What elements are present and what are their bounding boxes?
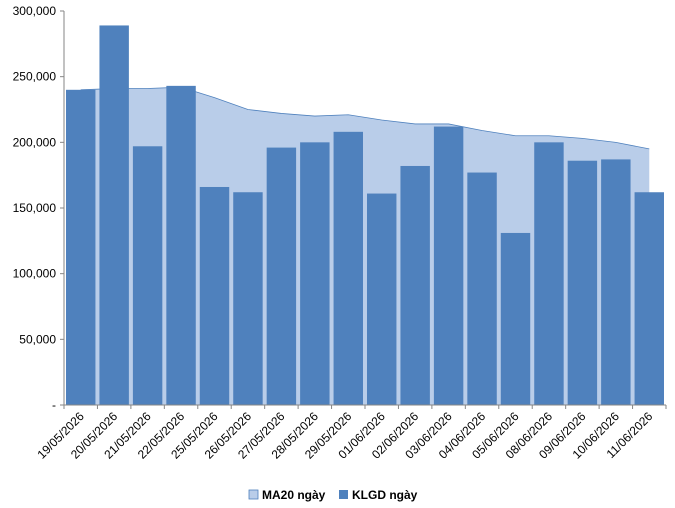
klgd-bar [199,186,230,405]
klgd-bar [333,131,363,405]
klgd-bar [66,89,96,406]
y-tick-label: 100,000 [13,267,57,281]
legend-label-ma20: MA20 ngày [262,488,326,502]
klgd-bar [567,160,598,405]
y-tick-labels: - 50,000 100,000 150,000 200,000 250,000 300,0… [13,4,57,412]
y-tick-label: 150,000 [13,201,57,215]
legend: MA20 ngày KLGD ngày [248,488,418,502]
y-tick-label: 250,000 [13,70,57,84]
y-tick-label: 300,000 [13,4,57,18]
klgd-bar [400,165,430,405]
legend-swatch-ma20 [248,489,259,500]
klgd-bar [601,159,631,405]
klgd-bar [500,232,531,405]
legend-label-klgd: KLGD ngày [352,488,418,502]
axes [60,10,667,409]
klgd-bar-layer [66,25,664,406]
x-tick-labels: 19/05/202620/05/202621/05/202622/05/2026… [34,409,655,462]
klgd-bar [300,142,330,406]
klgd-bar [233,192,263,405]
klgd-bar [266,147,297,405]
klgd-bar [132,146,163,406]
klgd-bar [367,193,397,405]
y-tick-label: 200,000 [13,135,57,149]
y-tick-label: - [52,398,56,412]
y-tick-label: 50,000 [19,332,56,346]
ma20-area-layer [80,86,650,405]
klgd-bar [534,142,564,406]
klgd-bar [433,126,464,405]
klgd-bar [99,25,129,406]
klgd-bar [166,85,196,406]
legend-swatch-klgd [339,490,348,499]
ma20-area [80,87,650,405]
klgd-bar [467,172,497,405]
klgd-bar [634,192,664,405]
